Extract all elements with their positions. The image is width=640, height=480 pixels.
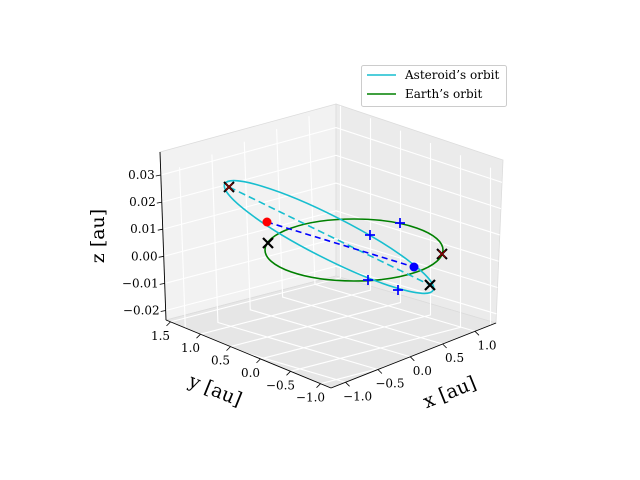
y-tick-label: 1.0 (181, 341, 200, 355)
z-gridline (163, 210, 499, 262)
y-tick-mark (226, 346, 231, 351)
grid-lines (160, 105, 503, 385)
y-axis-label: y [au] (185, 370, 245, 411)
legend-label-earth: Earth’s orbit (405, 87, 482, 101)
z-gridline (164, 237, 498, 289)
y-gridline (200, 118, 372, 335)
x-marker-inner (225, 183, 233, 191)
z-tick-mark (156, 201, 162, 204)
plus-marker (365, 230, 375, 240)
x-tick-label: 1.0 (477, 338, 496, 352)
x-tick-label: 0.5 (445, 351, 464, 365)
x-marker-inner (438, 250, 446, 258)
z-axis-label: z [au] (87, 209, 109, 263)
legend: Asteroid’s orbit Earth’s orbit (361, 65, 507, 107)
x-tick-label: 0.0 (413, 364, 432, 378)
x-axis-line (330, 322, 497, 389)
z-tick-label: −0.01 (122, 276, 159, 290)
legend-box (361, 65, 507, 107)
z-tick-label: 0.00 (131, 249, 158, 263)
z-tick-mark (160, 310, 166, 312)
x-axis-label: x [au] (420, 372, 479, 413)
z-gridline (165, 265, 497, 315)
y-gridline (230, 130, 402, 348)
plus-marker (393, 285, 403, 295)
z-tick-label: −0.02 (123, 304, 160, 318)
z-tick-mark (159, 283, 165, 285)
plus-marker (395, 218, 405, 228)
y-tick-mark (256, 358, 261, 364)
x-tick-mark (345, 382, 350, 387)
z-axis-line (159, 151, 167, 321)
y-tick-mark (286, 371, 291, 376)
x-gridline (179, 167, 346, 383)
plot-area (223, 179, 448, 295)
y-axis-line (165, 319, 332, 389)
x-tick-label: −1.0 (343, 389, 372, 403)
x-tick-mark (442, 343, 447, 349)
y-tick-mark (166, 321, 171, 327)
z-tick-mark (155, 174, 161, 177)
z-gridline (160, 127, 503, 183)
x-gridline (211, 154, 379, 371)
x-tick-mark (474, 331, 480, 336)
y-tick-label: 0.5 (211, 354, 230, 368)
y-tick-mark (316, 383, 321, 388)
y-tick-mark (196, 333, 201, 339)
x-tick-label: −0.5 (375, 377, 404, 391)
x-gridline (243, 141, 411, 358)
blue-dot-marker (409, 262, 419, 272)
z-gridline (161, 154, 502, 210)
y-tick-label: −1.0 (296, 391, 325, 405)
plus-marker (363, 275, 373, 285)
y-tick-label: −0.5 (266, 378, 295, 392)
red-dot-marker (262, 217, 272, 227)
z-tick-label: 0.03 (128, 168, 155, 182)
z-gridline (162, 182, 500, 236)
z-tick-label: 0.02 (129, 195, 156, 209)
x-gridline (276, 129, 443, 345)
y-gridline (170, 105, 342, 323)
x-tick-mark (410, 356, 415, 362)
x-gridline (308, 116, 476, 332)
x-marker (424, 279, 436, 291)
earth-orbit-line (264, 218, 444, 282)
asteroid-apsides-line (228, 186, 431, 286)
blue-connector-line (266, 221, 415, 268)
z-tick-label: 0.01 (130, 222, 157, 236)
y-gridline (260, 142, 432, 360)
y-tick-label: 1.5 (151, 329, 170, 343)
x-tick-mark (377, 369, 383, 374)
z-tick-mark (157, 228, 163, 231)
y-tick-label: 0.0 (241, 366, 260, 380)
tick-group: −0.02−0.010.000.010.020.03−1.0−0.50.00.5… (122, 168, 497, 405)
x-marker (262, 237, 274, 249)
z-tick-mark (158, 255, 164, 258)
legend-label-asteroid: Asteroid’s orbit (404, 68, 499, 82)
